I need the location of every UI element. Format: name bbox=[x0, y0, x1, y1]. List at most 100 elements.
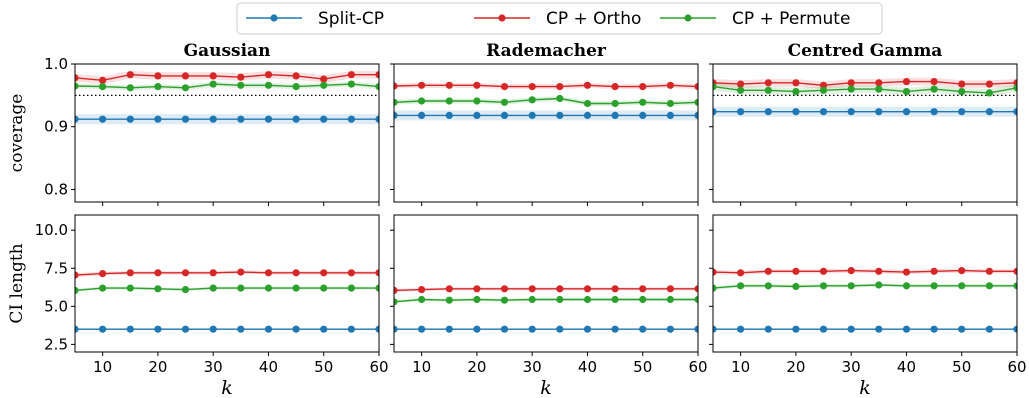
x-axis-label: k bbox=[859, 377, 871, 398]
confidence-band bbox=[75, 81, 379, 91]
x-tick-label: 10 bbox=[412, 358, 431, 376]
data-point bbox=[528, 295, 536, 304]
data-point bbox=[819, 108, 828, 116]
data-point bbox=[958, 88, 966, 96]
data-point bbox=[320, 325, 328, 333]
x-tick-label: 50 bbox=[633, 358, 652, 376]
data-point bbox=[473, 111, 481, 119]
data-point bbox=[99, 115, 107, 123]
data-point bbox=[792, 267, 800, 275]
data-point bbox=[930, 282, 938, 290]
data-point bbox=[347, 284, 355, 292]
data-point bbox=[985, 80, 994, 88]
data-point bbox=[237, 73, 245, 81]
y-tick-label: 2.5 bbox=[44, 335, 68, 353]
x-tick-label: 20 bbox=[467, 358, 486, 376]
data-point bbox=[694, 325, 698, 333]
data-point bbox=[75, 82, 79, 90]
data-point bbox=[181, 325, 190, 333]
legend: Split-CP CP + Ortho CP + Permute bbox=[236, 2, 883, 35]
data-point bbox=[154, 269, 162, 277]
panel-title: Gaussian bbox=[184, 41, 271, 61]
data-point bbox=[181, 72, 190, 80]
series-line bbox=[394, 288, 698, 292]
data-point bbox=[394, 82, 398, 90]
data-point bbox=[126, 115, 134, 123]
data-point bbox=[583, 285, 592, 293]
data-point bbox=[930, 267, 938, 275]
data-point bbox=[985, 282, 994, 290]
data-point bbox=[985, 89, 994, 97]
data-point bbox=[181, 84, 190, 92]
data-point bbox=[209, 284, 217, 292]
data-point bbox=[99, 284, 107, 292]
data-point bbox=[694, 111, 698, 119]
chart-panel: 10 20 30 40 50 60 k bbox=[709, 214, 1027, 398]
series-line bbox=[713, 80, 1017, 87]
data-point bbox=[375, 269, 379, 277]
confidence-band bbox=[75, 70, 379, 85]
legend-frame bbox=[236, 2, 883, 35]
data-point bbox=[902, 108, 911, 116]
data-point bbox=[500, 111, 509, 119]
data-point bbox=[958, 282, 966, 290]
data-point bbox=[737, 269, 745, 277]
data-point bbox=[75, 286, 79, 294]
data-point bbox=[375, 71, 379, 79]
data-point bbox=[556, 295, 564, 304]
data-point bbox=[264, 81, 273, 89]
legend-entry: CP + Permute bbox=[660, 9, 850, 29]
data-point bbox=[75, 115, 79, 123]
data-point bbox=[500, 98, 509, 106]
data-point bbox=[209, 269, 217, 277]
data-point bbox=[713, 268, 717, 276]
x-tick-label: 10 bbox=[731, 358, 750, 376]
data-point bbox=[902, 282, 911, 290]
data-point bbox=[583, 99, 592, 108]
data-point bbox=[1013, 282, 1017, 290]
data-point bbox=[237, 284, 245, 292]
data-point bbox=[611, 99, 619, 108]
data-point bbox=[418, 295, 426, 304]
data-point bbox=[737, 325, 745, 333]
data-point bbox=[847, 267, 855, 275]
x-tick-label: 10 bbox=[93, 358, 112, 376]
x-tick-label: 50 bbox=[952, 358, 971, 376]
data-point bbox=[583, 111, 592, 119]
data-point bbox=[792, 79, 800, 87]
data-point bbox=[875, 281, 883, 289]
data-point bbox=[320, 115, 328, 123]
data-point bbox=[394, 298, 398, 306]
data-point bbox=[375, 115, 379, 123]
data-point bbox=[639, 111, 647, 119]
data-point bbox=[418, 286, 426, 294]
legend-label: CP + Permute bbox=[732, 9, 850, 29]
data-point bbox=[792, 108, 800, 116]
y-tick-label: 0.8 bbox=[44, 180, 68, 198]
data-point bbox=[639, 325, 647, 333]
data-point bbox=[445, 296, 453, 304]
plot-area bbox=[713, 77, 1017, 117]
data-point bbox=[666, 99, 675, 108]
data-point bbox=[445, 81, 453, 89]
data-point bbox=[666, 81, 675, 89]
data-point bbox=[237, 268, 245, 276]
data-point bbox=[985, 108, 994, 116]
data-point bbox=[500, 83, 509, 91]
data-point bbox=[611, 83, 619, 91]
data-point bbox=[473, 81, 481, 89]
data-point bbox=[819, 81, 828, 89]
data-point bbox=[394, 98, 398, 106]
x-tick-label: 30 bbox=[842, 358, 861, 376]
data-point bbox=[264, 284, 273, 292]
data-point bbox=[209, 115, 217, 123]
data-point bbox=[694, 295, 698, 304]
data-point bbox=[713, 284, 717, 292]
x-tick-label: 60 bbox=[1007, 358, 1026, 376]
data-point bbox=[375, 284, 379, 292]
data-point bbox=[99, 76, 107, 84]
data-point bbox=[154, 72, 162, 80]
legend-marker-icon bbox=[498, 14, 506, 22]
data-point bbox=[764, 86, 772, 94]
data-point bbox=[418, 325, 426, 333]
